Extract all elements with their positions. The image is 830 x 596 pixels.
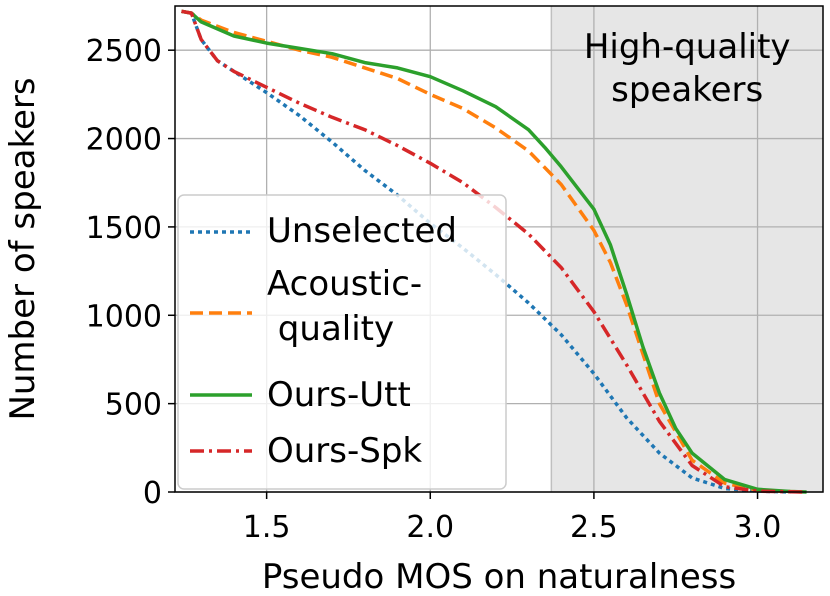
y-tick-label: 1500: [86, 211, 162, 246]
y-tick-label: 2000: [86, 123, 162, 158]
y-tick-label: 0: [143, 476, 162, 511]
legend-box: [177, 194, 507, 490]
series-line-ours-utt: [181, 9, 807, 494]
legend-label: Unselected: [267, 211, 457, 251]
legend-label: Ours-Utt: [267, 375, 411, 415]
plot-frame: [174, 5, 824, 493]
legend-label: Acoustic-: [267, 264, 422, 304]
x-tick-label: 1.5: [243, 510, 291, 545]
y-axis-label: Number of speakers: [3, 77, 43, 420]
region-label-line-1: High-quality: [584, 27, 791, 67]
highlight-region: [550, 6, 823, 492]
region-label-line-2: speakers: [611, 70, 763, 110]
region-label: High-quality speakers: [584, 27, 791, 110]
x-tick-label: 2.5: [570, 510, 618, 545]
x-axis-label: Pseudo MOS on naturalness: [262, 557, 736, 596]
legend: Unselected Acoustic- quality Ours-Utt Ours-…: [177, 194, 507, 490]
y-tick-label: 1000: [86, 299, 162, 334]
axis-ticks: 1.5 2.0 2.5 3.0 0 500 1000 1500 2000 2500: [86, 34, 782, 545]
highlight-region-fill: [551, 6, 823, 492]
x-tick-label: 2.0: [406, 510, 454, 545]
x-tick-label: 3.0: [734, 510, 782, 545]
y-tick-label: 500: [105, 388, 162, 423]
legend-label: quality: [267, 309, 394, 349]
y-tick-label: 2500: [86, 34, 162, 69]
legend-label: Ours-Spk: [267, 431, 422, 471]
series-line-acoustic: [181, 9, 807, 494]
